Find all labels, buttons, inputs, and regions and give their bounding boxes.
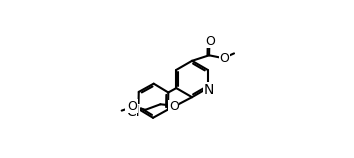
Text: O: O [206, 35, 216, 48]
Text: O: O [127, 100, 137, 113]
Text: Cl: Cl [126, 105, 140, 119]
Text: O: O [219, 52, 229, 65]
Text: O: O [169, 100, 179, 113]
Text: N: N [203, 83, 214, 97]
